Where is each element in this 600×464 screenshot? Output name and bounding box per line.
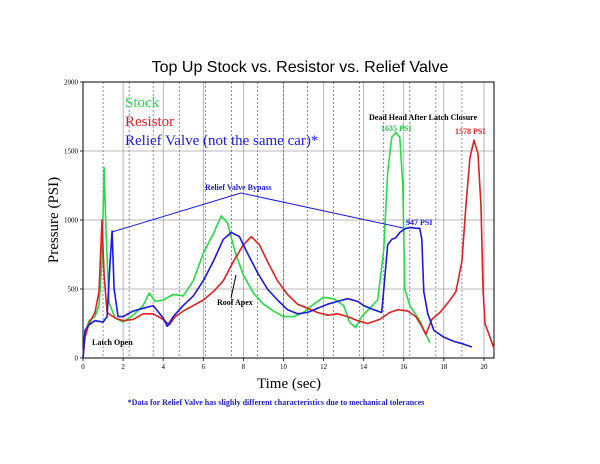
annotation-dead-head: Dead Head After Latch Closure	[369, 113, 478, 122]
x-tick-label: 16	[400, 363, 408, 371]
annotation-peak-stock: 1635 PSI	[381, 124, 411, 133]
y-tick-label: 1500	[64, 148, 79, 156]
y-tick-label: 2000	[64, 79, 79, 87]
x-tick-label: 4	[161, 363, 165, 371]
annotation-peak-relief: 947 PSI	[406, 218, 432, 227]
y-tick-label: 1000	[64, 217, 79, 225]
axis-ticks: 0 2 4 6 8 10 12 14 16 18 20 0 500 1000 1500 2000	[64, 79, 488, 372]
x-tick-label: 14	[360, 363, 368, 371]
series-line-relief-valve	[82, 226, 473, 359]
legend: Stock Resistor Relief Valve (not the sam…	[125, 95, 318, 149]
x-tick-label: 2	[121, 363, 125, 371]
bypass-pointer-left	[111, 192, 242, 233]
x-tick-label: 8	[242, 363, 246, 371]
annotation-peak-resistor: 1578 PSI	[455, 127, 485, 136]
y-tick-label: 0	[75, 355, 79, 363]
chart-title: Top Up Stock vs. Resistor vs. Relief Val…	[152, 59, 449, 76]
x-tick-label: 20	[480, 363, 488, 371]
footnote: *Data for Relief Valve has slighly diffe…	[128, 398, 425, 407]
legend-resistor: Resistor	[125, 114, 174, 130]
y-axis-title: Pressure (PSI)	[46, 177, 62, 263]
x-tick-label: 0	[81, 363, 85, 371]
bypass-pointer-right	[240, 192, 404, 229]
legend-relief-valve: Relief Valve (not the same car)*	[125, 133, 318, 149]
annotation-roof-apex: Roof Apex	[217, 298, 253, 307]
x-tick-label: 10	[280, 363, 288, 371]
series-line-stock	[82, 131, 431, 359]
annotations: Dead Head After Latch Closure 1635 PSI 1…	[92, 113, 485, 347]
x-tick-label: 18	[440, 363, 448, 371]
series-lines	[82, 131, 495, 359]
legend-stock: Stock	[125, 95, 160, 111]
x-tick-label: 12	[320, 363, 328, 371]
series-line-resistor	[82, 139, 495, 359]
roof-apex-pointer	[230, 274, 237, 299]
x-tick-label: 6	[202, 363, 206, 371]
annotation-relief-bypass: Relief Valve Bypass	[205, 183, 272, 192]
y-tick-label: 500	[68, 286, 79, 294]
x-axis-title: Time (sec)	[257, 376, 321, 392]
annotation-latch-open: Latch Open	[92, 338, 133, 347]
